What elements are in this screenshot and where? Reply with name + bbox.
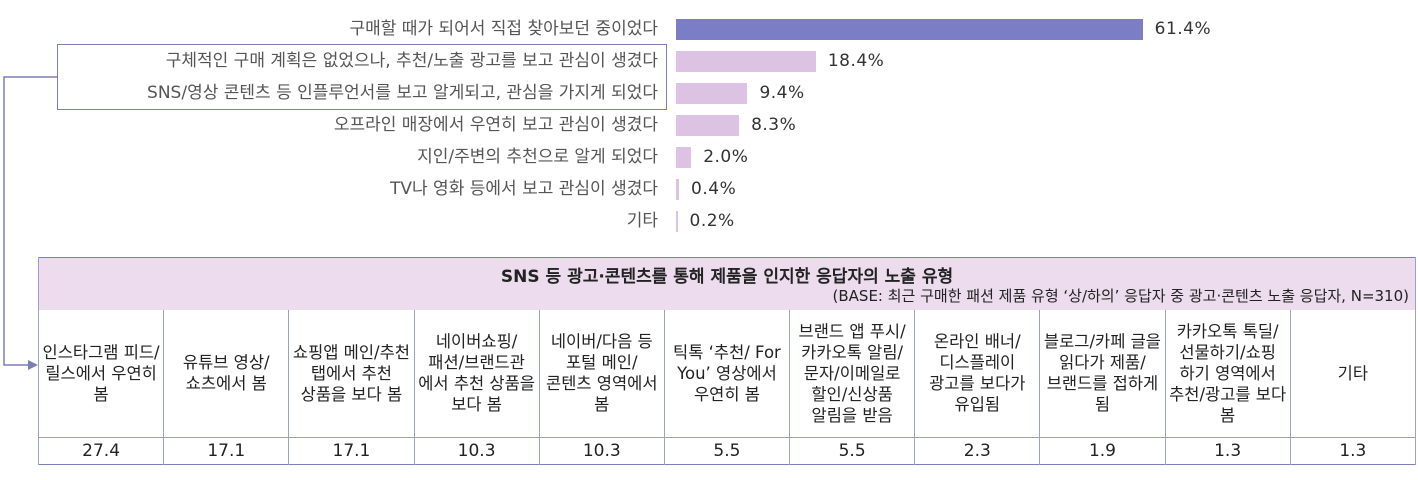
- connector-arrow: [3, 76, 57, 370]
- category-label: 기타: [626, 211, 658, 231]
- table-title-cell: SNS 등 광고·콘텐츠를 통해 제품을 인지한 응답자의 노출 유형 (BAS…: [38, 257, 1416, 310]
- value-label: 2.0%: [703, 147, 749, 167]
- table-header-cell: 쇼핑앱 메인/추천 탭에서 추천 상품을 보다 봄: [288, 309, 415, 438]
- table-header-row: 인스타그램 피드/릴스에서 우연히 봄 유튜브 영상/ 쇼츠에서 봄 쇼핑앱 메인/…: [37, 309, 1417, 438]
- table-header-cell: 틱톡 ‘추천/ For You’ 영상에서 우연히 봄: [663, 309, 791, 438]
- highlight-box: [57, 44, 667, 110]
- table-value-cell: 17.1: [163, 437, 290, 465]
- category-label: TV나 영화 등에서 보고 관심이 생겼다: [390, 179, 658, 199]
- table-title: SNS 등 광고·콘텐츠를 통해 제품을 인지한 응답자의 노출 유형: [500, 267, 954, 287]
- bar-chart: 구매할 때가 되어서 직접 찾아보던 중이었다 61.4% 구체적인 구매 계획은 …: [147, 18, 1212, 232]
- bar: [676, 146, 692, 168]
- bar: [676, 114, 740, 136]
- category-label: 구매할 때가 되어서 직접 찾아보던 중이었다: [349, 19, 658, 39]
- value-label: 18.4%: [827, 51, 885, 71]
- table-value-cell: 5.5: [789, 437, 916, 465]
- table-value-cell: 2.3: [914, 437, 1041, 465]
- table-value-cell: 27.4: [37, 437, 165, 465]
- table-value-cell: 17.1: [288, 437, 415, 465]
- table-header-cell: 브랜드 앱 푸시/ 카카오톡 알림/ 문자/이메일로 할인/신상품 알림을 받음: [789, 309, 916, 438]
- value-label: 0.2%: [689, 211, 735, 231]
- table-value-cell: 10.3: [538, 437, 665, 465]
- bar: [676, 178, 680, 200]
- category-label: 오프라인 매장에서 우연히 보고 관심이 생겼다: [333, 115, 658, 135]
- table-header-cell: 네이버/다음 등 포털 메인/ 콘텐츠 영역에서 봄: [538, 309, 665, 438]
- table-value-cell: 10.3: [413, 437, 540, 465]
- value-label: 8.3%: [751, 115, 797, 135]
- table-value-cell: 1.3: [1164, 437, 1291, 465]
- table-base-note: (BASE: 최근 구매한 패션 제품 유형 ‘상/하의’ 응답자 중 광고·콘…: [832, 286, 1409, 305]
- table-value-cell: 1.3: [1289, 437, 1417, 465]
- table-value-cell: 1.9: [1039, 437, 1166, 465]
- table-header-cell: 인스타그램 피드/릴스에서 우연히 봄: [37, 309, 165, 438]
- bar: [676, 210, 678, 232]
- bar: [676, 82, 748, 104]
- value-label: 61.4%: [1154, 19, 1212, 39]
- bar: [676, 50, 816, 72]
- table-value-row: 27.4 17.1 17.1 10.3 10.3 5.5 5.5 2.3 1.9 1.3 1.3: [37, 437, 1417, 465]
- category-label: 지인/주변의 추천으로 알게 되었다: [417, 147, 658, 167]
- table-value-cell: 5.5: [663, 437, 791, 465]
- table-header-cell: 카카오톡 톡딜/ 선물하기/쇼핑 하기 영역에서 추천/광고를 보다 봄: [1164, 309, 1291, 438]
- category-label: SNS/영상 콘텐츠 등 인플루언서를 보고 알게되고, 관심을 가지게 되었다: [147, 83, 658, 103]
- value-label: 0.4%: [691, 179, 737, 199]
- table-header-cell: 블로그/카페 글을 읽다가 제품/브랜드를 접하게 됨: [1039, 309, 1166, 438]
- table-header-cell: 네이버쇼핑/ 패션/브랜드관 에서 추천 상품을 보다 봄: [413, 309, 540, 438]
- table-header-cell: 기타: [1289, 309, 1417, 438]
- bar: [676, 18, 1143, 40]
- exposure-table: SNS 등 광고·콘텐츠를 통해 제품을 인지한 응답자의 노출 유형 (BAS…: [37, 257, 1417, 465]
- table-header-cell: 유튜브 영상/ 쇼츠에서 봄: [163, 309, 290, 438]
- category-label: 구체적인 구매 계획은 없었으나, 추천/노출 광고를 보고 관심이 생겼다: [165, 51, 658, 71]
- value-label: 9.4%: [759, 83, 805, 103]
- table-header-cell: 온라인 배너/ 디스플레이 광고를 보다가 유입됨: [914, 309, 1041, 438]
